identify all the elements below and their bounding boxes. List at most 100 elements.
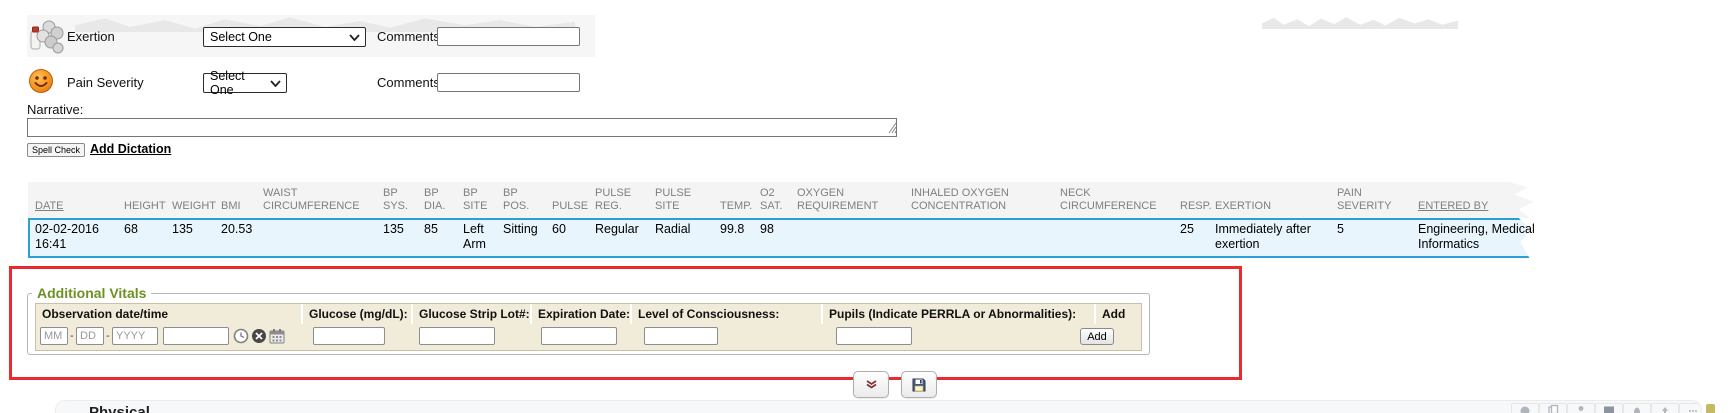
obs-month-input[interactable] — [40, 327, 68, 345]
calendar-icon[interactable] — [269, 328, 285, 344]
obs-time-input[interactable] — [163, 327, 229, 345]
add-dictation-link[interactable]: Add Dictation — [90, 142, 172, 156]
collapse-icon — [866, 380, 876, 389]
obs-year-input[interactable] — [112, 327, 158, 345]
col-header-bp-pos: BP POS. — [503, 187, 530, 212]
date-separator: - — [106, 330, 110, 342]
pain-severity-select-value: Select One — [210, 69, 245, 97]
narrative-label: Narrative: — [27, 102, 84, 117]
av-header-loc: Level of Consciousness: — [632, 304, 823, 324]
cell-height: 68 — [124, 222, 138, 236]
av-header-glucose: Glucose (mg/dL): — [303, 304, 413, 324]
footer-record-icon[interactable] — [1511, 403, 1539, 413]
glucose-strip-lot-input[interactable] — [419, 327, 495, 345]
skeleton-artifact — [1262, 17, 1458, 29]
chevron-down-icon — [270, 79, 281, 87]
collapse-button[interactable] — [853, 371, 889, 398]
col-header-date[interactable]: DATE — [35, 200, 64, 212]
expiration-date-input[interactable] — [541, 327, 617, 345]
col-header-bp-dia: BP DIA. — [424, 187, 446, 212]
av-header-glucose-strip: Glucose Strip Lot#: — [413, 304, 532, 324]
footer-edge-artifact — [1706, 404, 1715, 413]
col-header-weight: WEIGHT — [172, 200, 216, 212]
av-header-observation: Observation date/time — [36, 304, 303, 324]
exertion-icon — [30, 20, 64, 54]
pupils-input[interactable] — [836, 327, 912, 345]
vitals-table-row[interactable] — [28, 218, 1531, 258]
col-header-bmi: BMI — [221, 200, 241, 212]
footer-copy-icon[interactable] — [1539, 403, 1567, 413]
cell-bmi: 20.53 — [221, 222, 253, 236]
av-header-add: Add — [1102, 307, 1126, 321]
cell-pain-severity: 5 — [1337, 222, 1344, 236]
narrative-textarea[interactable] — [27, 118, 897, 137]
save-icon — [912, 378, 926, 391]
additional-vitals-header-row: Observation date/time Glucose (mg/dL): G… — [36, 304, 1141, 324]
save-button[interactable] — [901, 371, 937, 398]
col-header-exertion: EXERTION — [1215, 200, 1272, 212]
col-header-bp-sys: BP SYS. — [383, 187, 409, 212]
exertion-label: Exertion — [67, 29, 115, 44]
additional-vitals-input-row: - - — [36, 324, 1141, 350]
additional-vitals-legend: Additional Vitals — [37, 285, 147, 301]
date-separator: - — [70, 330, 74, 342]
col-header-entered-by[interactable]: ENTERED BY — [1418, 200, 1489, 212]
col-header-pain-severity: PAIN SEVERITY — [1337, 187, 1392, 212]
vitals-table-header — [28, 182, 1534, 218]
clock-icon[interactable] — [233, 328, 249, 344]
pain-severity-smiley-icon — [29, 69, 53, 93]
footer-monitor-icon[interactable] — [1595, 403, 1623, 413]
chevron-down-icon — [349, 33, 360, 41]
cell-bp-pos: Sitting — [503, 222, 538, 236]
cell-date: 02-02-2016 16:41 — [35, 222, 99, 251]
col-header-waist: WAIST CIRCUMFERENCE — [263, 187, 360, 212]
col-header-pulse-reg: PULSE REG. — [595, 187, 632, 212]
cell-pulse-reg: Regular — [595, 222, 639, 236]
pain-comments-label: Comments — [377, 75, 440, 90]
cell-pulse: 60 — [552, 222, 566, 236]
footer-more-icon[interactable] — [1679, 403, 1701, 413]
footer-bell-icon[interactable] — [1623, 403, 1651, 413]
col-header-temp: TEMP. — [720, 200, 753, 212]
cell-bp-sys: 135 — [383, 222, 404, 236]
col-header-pulse: PULSE — [552, 200, 589, 212]
clear-icon[interactable] — [251, 328, 267, 344]
col-header-resp: RESP. — [1180, 200, 1212, 212]
col-header-neck: NECK CIRCUMFERENCE — [1060, 187, 1157, 212]
col-header-oxygen-requirement: OXYGEN REQUIREMENT — [797, 187, 879, 212]
footer-arrow-up-icon[interactable] — [1651, 403, 1679, 413]
footer-user-icon[interactable] — [1567, 403, 1595, 413]
spell-check-button[interactable]: Spell Check — [27, 143, 86, 157]
cell-bp-dia: 85 — [424, 222, 438, 236]
glucose-input[interactable] — [313, 327, 385, 345]
pain-comments-input[interactable] — [437, 73, 580, 92]
exertion-comments-label: Comments — [377, 29, 440, 44]
additional-vitals-table: Observation date/time Glucose (mg/dL): G… — [35, 303, 1142, 351]
exertion-select[interactable]: Select One — [203, 27, 366, 47]
pain-severity-select[interactable]: Select One — [203, 69, 287, 97]
next-section-panel: Physical — [55, 400, 1702, 413]
col-header-pulse-site: PULSE SITE — [655, 187, 692, 212]
col-header-height: HEIGHT — [124, 200, 166, 212]
col-header-o2-sat: O2 SAT. — [760, 187, 783, 212]
cell-exertion: Immediately after exertion — [1215, 222, 1311, 251]
pain-severity-label: Pain Severity — [67, 75, 144, 90]
cell-o2-sat: 98 — [760, 222, 774, 236]
cell-temp: 99.8 — [720, 222, 745, 236]
cell-resp: 25 — [1180, 222, 1194, 236]
add-vitals-button[interactable]: Add — [1080, 328, 1114, 345]
resize-handle-icon[interactable] — [888, 121, 897, 134]
exertion-select-value: Select One — [210, 30, 272, 44]
col-header-inhaled-oxygen: INHALED OXYGEN CONCENTRATION — [911, 187, 1009, 212]
cell-bp-site: Left Arm — [463, 222, 486, 251]
cell-pulse-site: Radial — [655, 222, 691, 236]
exertion-comments-input[interactable] — [437, 27, 580, 46]
av-header-pupils: Pupils (Indicate PERRLA or Abnormalities… — [823, 304, 1096, 324]
col-header-bp-site: BP SITE — [463, 187, 488, 212]
cell-weight: 135 — [172, 222, 193, 236]
obs-day-input[interactable] — [76, 327, 104, 345]
cell-entered-by: Engineering, Medical Informatics — [1418, 222, 1535, 251]
level-of-consciousness-input[interactable] — [644, 327, 718, 345]
av-header-expiration: Expiration Date: — [532, 304, 632, 324]
